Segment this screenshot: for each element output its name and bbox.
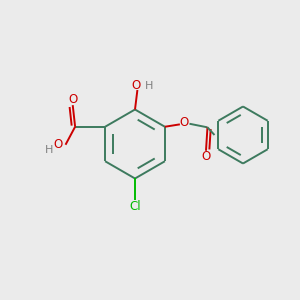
Text: Cl: Cl xyxy=(129,200,141,213)
Text: H: H xyxy=(145,80,153,91)
Text: O: O xyxy=(68,93,77,106)
Text: O: O xyxy=(131,79,140,92)
Text: O: O xyxy=(201,150,211,163)
Text: O: O xyxy=(53,138,63,151)
Text: O: O xyxy=(179,116,189,129)
Text: H: H xyxy=(45,145,53,155)
